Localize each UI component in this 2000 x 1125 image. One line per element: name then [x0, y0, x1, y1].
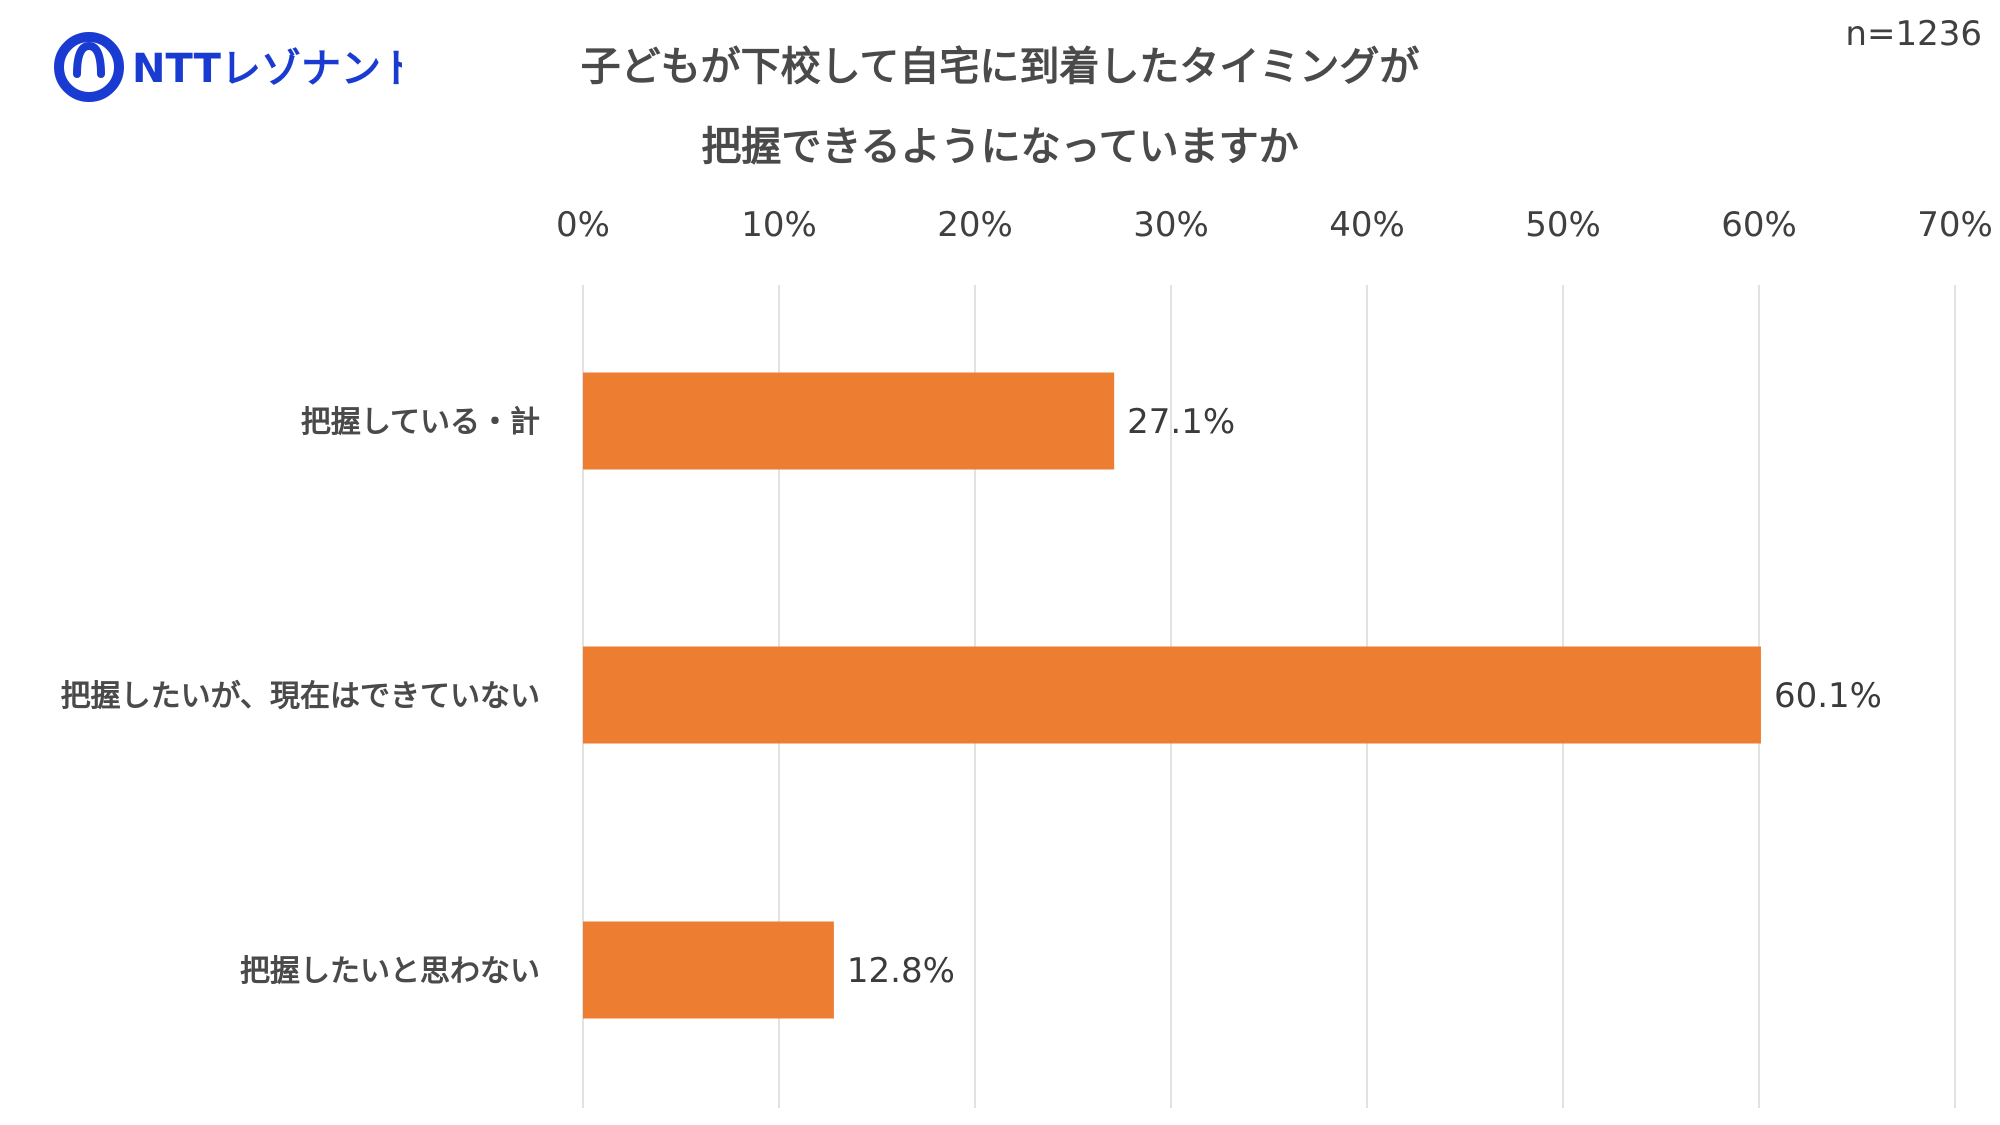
logo-text: NTTレゾナント — [132, 46, 402, 92]
data-label: 60.1% — [1774, 676, 1882, 716]
data-label: 27.1% — [1127, 402, 1235, 442]
data-label: 12.8% — [847, 951, 955, 991]
category-label: 把握したいが、現在はできていない — [61, 679, 540, 714]
chart-title-line-2: 把握できるようになっていますか — [701, 124, 1299, 170]
ntt-resonant-logo: NTTレゾナント — [52, 30, 402, 105]
x-tick-label: 60% — [1721, 205, 1797, 245]
bar — [583, 646, 1761, 744]
x-tick-label: 10% — [741, 205, 817, 245]
logo-mark-icon: NTTレゾナント — [54, 32, 402, 102]
bar — [583, 921, 834, 1019]
bar — [583, 372, 1115, 470]
x-tick-label: 30% — [1133, 205, 1209, 245]
sample-size-label: n=1236 — [1845, 14, 1982, 54]
x-tick-label: 0% — [556, 205, 610, 245]
x-tick-label: 50% — [1525, 205, 1601, 245]
x-tick-label: 40% — [1329, 205, 1405, 245]
category-label: 把握したいと思わない — [240, 954, 540, 989]
chart-title-line-1: 子どもが下校して自宅に到着したタイミングが — [580, 44, 1420, 90]
x-tick-label: 70% — [1917, 205, 1993, 245]
category-label: 把握している・計 — [301, 405, 540, 440]
x-tick-label: 20% — [937, 205, 1013, 245]
